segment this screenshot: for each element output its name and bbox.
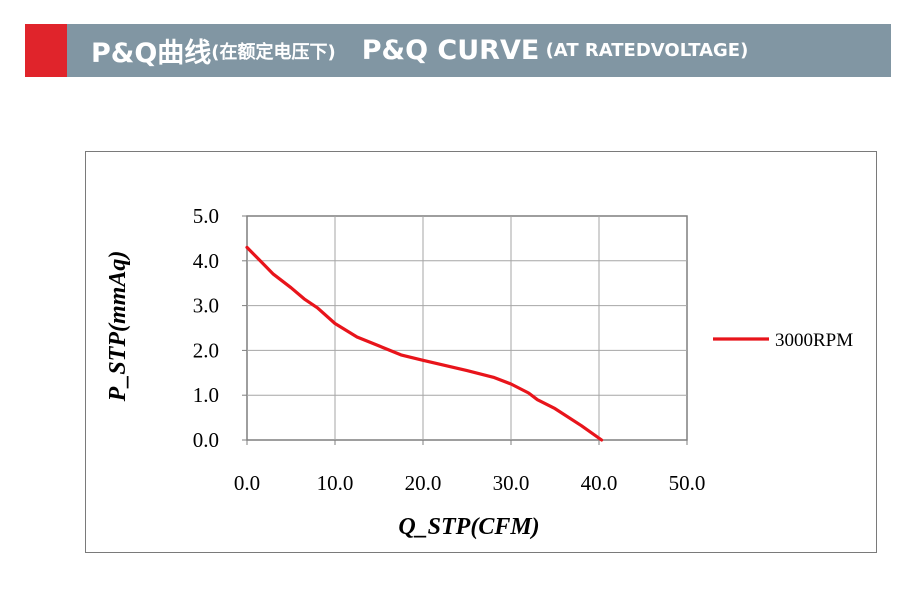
- y-tick-label: 0.0: [193, 428, 219, 452]
- header-accent-block: [25, 24, 67, 77]
- x-axis-title: Q_STP(CFM): [398, 514, 539, 540]
- x-tick-label: 0.0: [234, 471, 260, 495]
- header-title-en: P&Q CURVE: [361, 35, 540, 66]
- header-subtitle-cn: (在额定电压下): [211, 41, 336, 63]
- y-tick-label: 2.0: [193, 338, 219, 362]
- y-tick-label: 4.0: [193, 249, 219, 273]
- x-tick-label: 10.0: [317, 471, 354, 495]
- header-bar: P&Q曲线 (在额定电压下) P&Q CURVE (AT RATEDVOLTAG…: [67, 24, 891, 77]
- plot-area: [246, 215, 688, 441]
- series-line-3000rpm: [245, 245, 604, 442]
- header-title-cn: P&Q曲线: [91, 38, 212, 69]
- header-subtitle-en: (AT RATEDVOLTAGE): [539, 40, 749, 61]
- x-tick-label: 50.0: [669, 471, 706, 495]
- y-axis-title: P_STP(mmAq): [105, 251, 131, 403]
- x-tick-label: 20.0: [405, 471, 442, 495]
- y-tick-label: 5.0: [193, 204, 219, 228]
- chart-frame: 0.0 1.0 2.0 3.0 4.0 5.0 0.0 10.0 20.0 30.0 40.0 50.…: [85, 151, 877, 553]
- y-tick-label: 3.0: [193, 294, 219, 318]
- legend-label: 3000RPM: [775, 330, 853, 351]
- pq-curve-chart: 0.0 1.0 2.0 3.0 4.0 5.0 0.0 10.0 20.0 30.0 40.0 50.…: [105, 204, 853, 540]
- x-tick-label: 30.0: [493, 471, 530, 495]
- y-tick-label: 1.0: [193, 383, 219, 407]
- x-tick-label: 40.0: [581, 471, 618, 495]
